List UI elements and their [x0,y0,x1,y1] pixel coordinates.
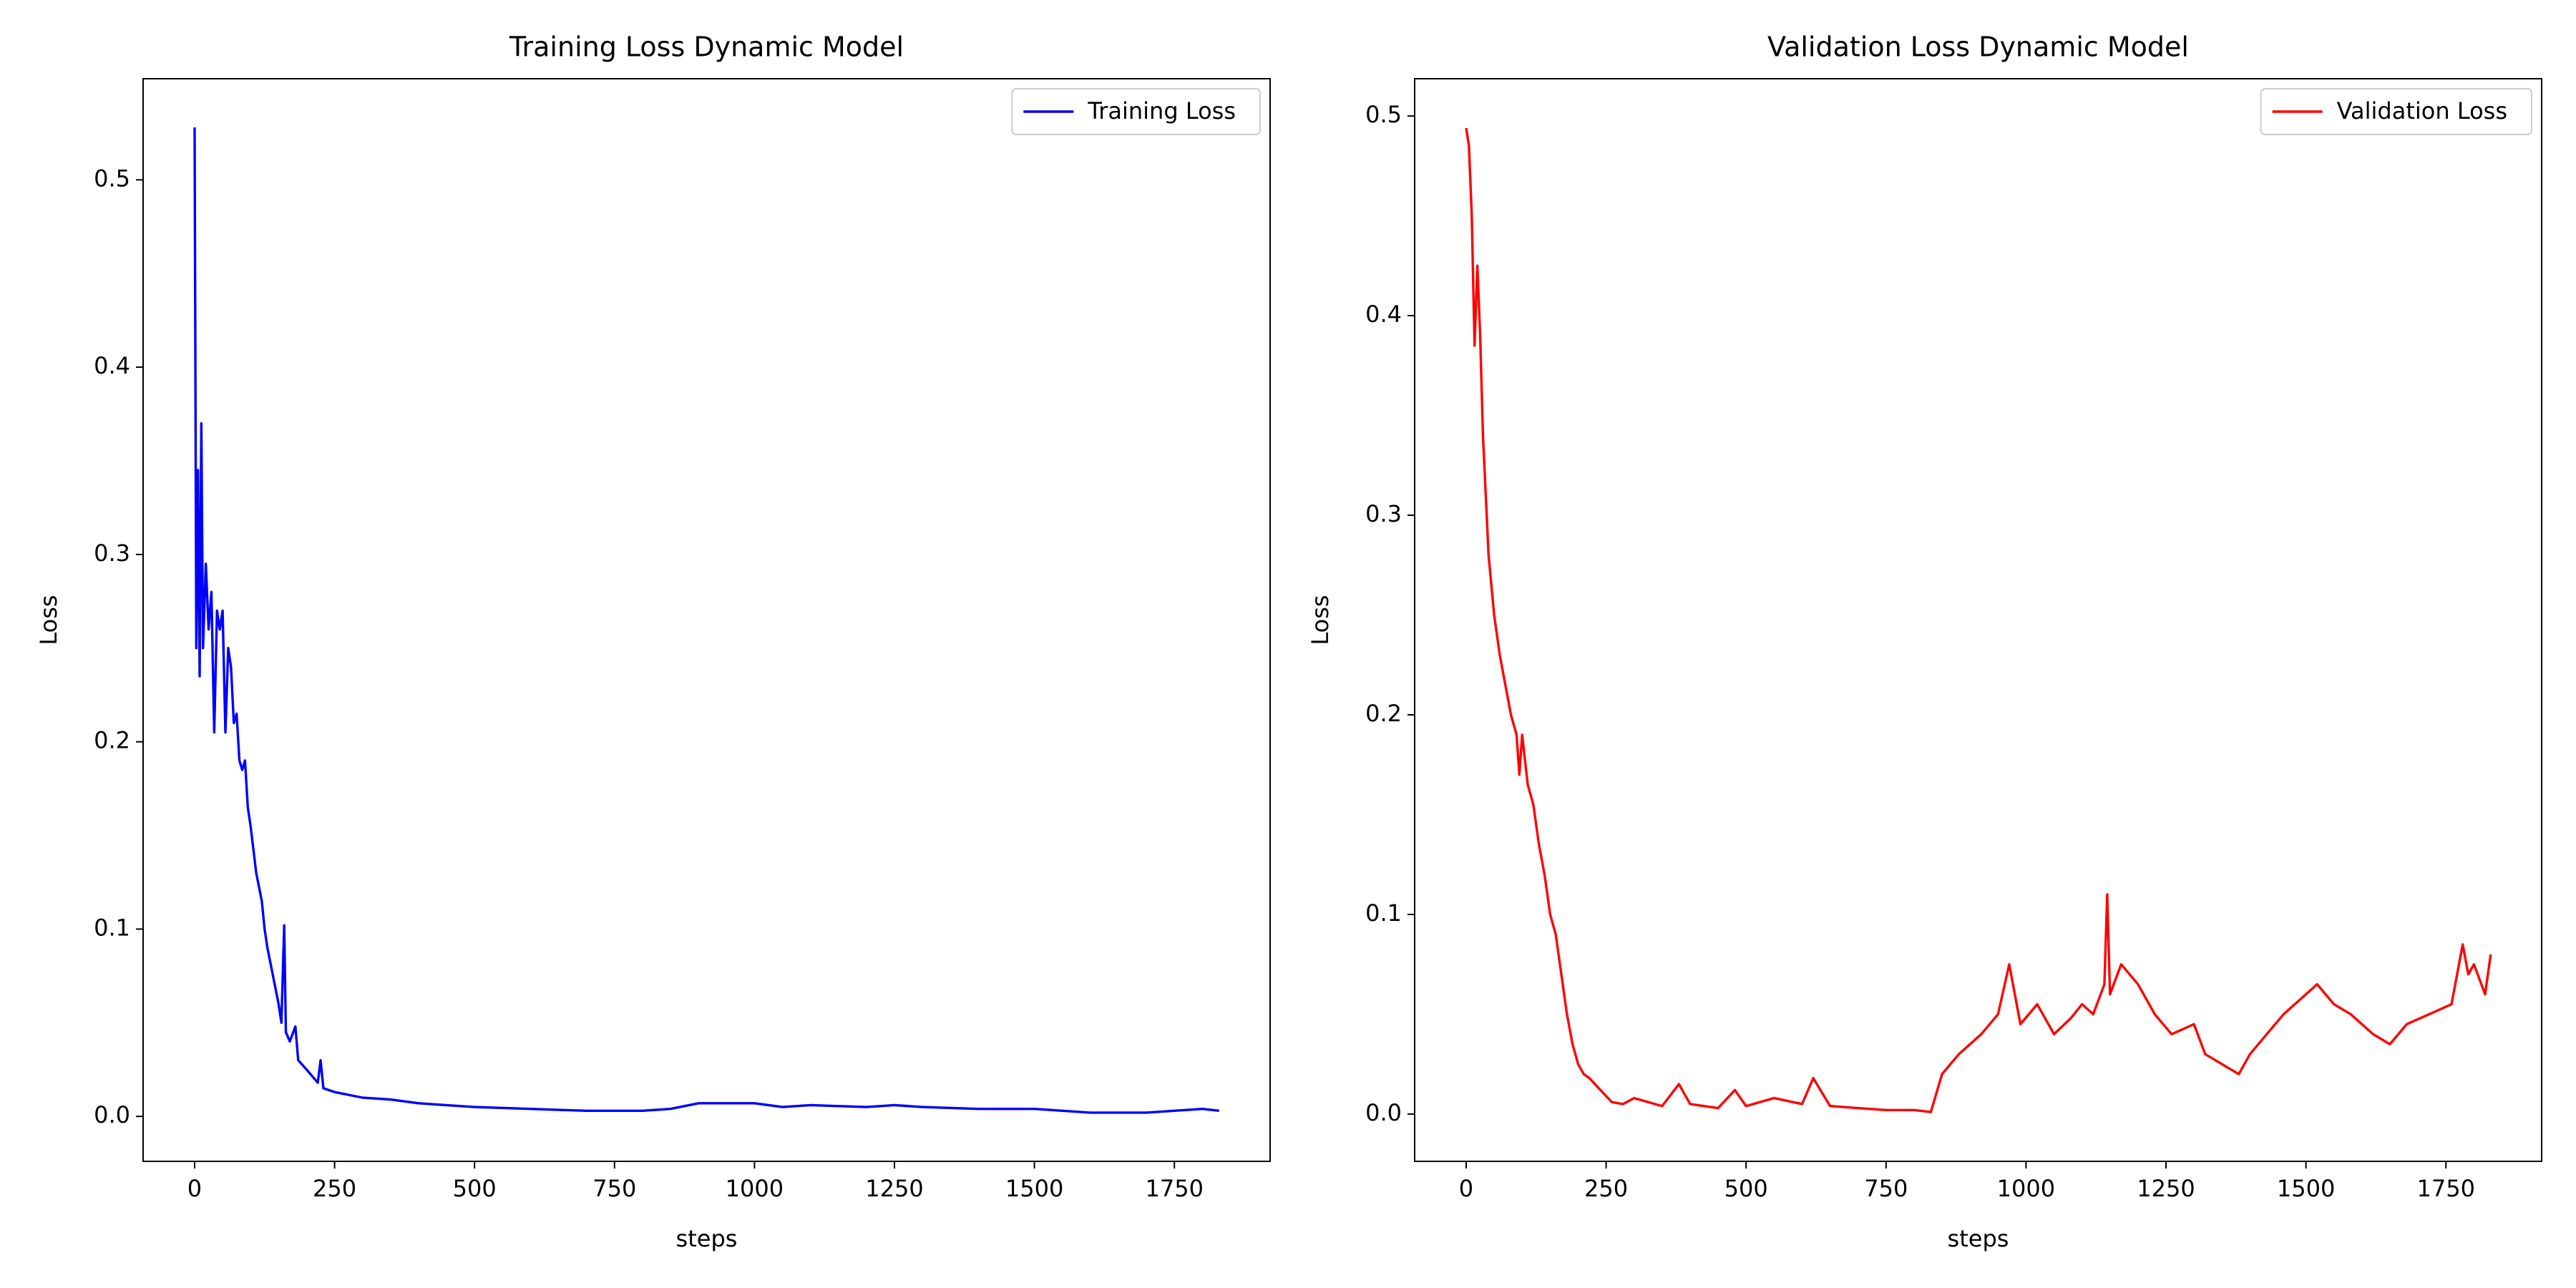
legend-box [1011,88,1261,135]
legend-label: Training Loss [1087,97,1236,125]
plot-frame [1414,78,2542,1162]
x-tick-label: 250 [313,1175,356,1202]
chart: Validation Loss Dynamic Model steps Loss 0 2… [1307,31,2542,1252]
x-tick-label: 500 [453,1175,497,1202]
x-tick-label: 1000 [726,1175,784,1202]
plot-frame [142,78,1271,1162]
y-tick-label: 0.5 [94,165,130,192]
chart: Training Loss Dynamic Model steps Loss 0 250… [35,31,1271,1252]
y-axis-label: Loss [1307,595,1334,645]
x-tick-label: 1500 [2277,1175,2335,1202]
y-tick-label: 0.1 [1365,899,1402,927]
x-tick-label: 750 [1864,1175,1908,1202]
data-line [1465,127,2492,1113]
chart-title: Validation Loss Dynamic Model [1767,31,2189,63]
y-tick-label: 0.3 [94,540,130,567]
legend-label: Validation Loss [2337,97,2507,125]
y-tick-label: 0.1 [94,914,130,941]
legend-box [2260,88,2532,135]
x-tick-label: 1750 [2416,1175,2474,1202]
x-tick-label: 250 [1584,1175,1628,1202]
y-tick-label: 0.2 [94,727,130,754]
y-tick-label: 0.4 [94,352,130,379]
x-tick-label: 0 [187,1175,202,1202]
y-tick-label: 0.0 [94,1101,130,1128]
x-tick-label: 750 [592,1175,636,1202]
data-line [193,127,1219,1114]
y-tick-label: 0.2 [1365,700,1402,727]
y-tick-label: 0.4 [1365,301,1402,328]
x-tick-label: 1250 [865,1175,923,1202]
x-tick-label: 1250 [2137,1175,2195,1202]
y-axis-label: Loss [35,595,62,645]
x-tick-label: 500 [1724,1175,1768,1202]
x-axis-label: steps [676,1225,738,1252]
x-tick-label: 0 [1459,1175,1473,1202]
y-tick-label: 0.0 [1365,1099,1402,1126]
chart-title: Training Loss Dynamic Model [509,31,904,63]
x-tick-label: 1500 [1005,1175,1063,1202]
x-axis-label: steps [1948,1225,2009,1252]
y-tick-label: 0.3 [1365,500,1402,527]
x-tick-label: 1000 [1997,1175,2055,1202]
y-tick-label: 0.5 [1365,101,1402,128]
x-tick-label: 1750 [1145,1175,1203,1202]
